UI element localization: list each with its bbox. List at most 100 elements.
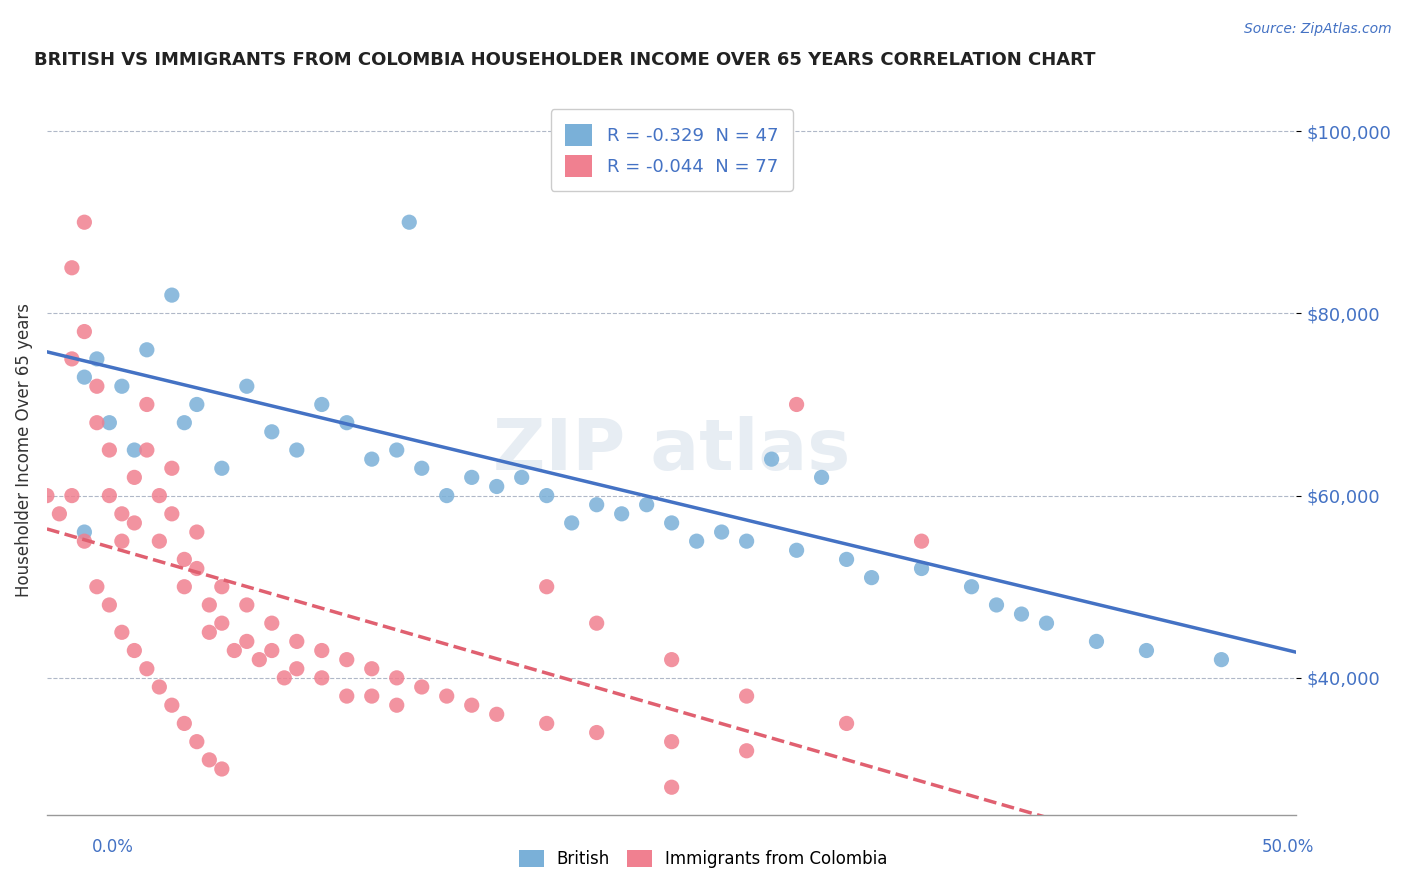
Point <box>1085 634 1108 648</box>
Point <box>86 379 108 393</box>
Point <box>336 416 359 430</box>
Point <box>198 598 221 612</box>
Point <box>986 598 1008 612</box>
Point <box>786 543 808 558</box>
Point <box>60 351 83 366</box>
Point <box>810 470 832 484</box>
Point <box>1135 643 1157 657</box>
Point <box>247 653 270 667</box>
Text: ZIP atlas: ZIP atlas <box>494 416 851 484</box>
Point <box>148 489 170 503</box>
Point <box>135 343 157 357</box>
Point <box>60 260 83 275</box>
Point <box>735 689 758 703</box>
Point <box>148 534 170 549</box>
Point <box>398 215 420 229</box>
Point <box>73 534 96 549</box>
Point <box>211 461 233 475</box>
Point <box>173 552 195 566</box>
Point <box>173 580 195 594</box>
Point <box>285 662 308 676</box>
Point <box>485 479 508 493</box>
Point <box>48 507 70 521</box>
Point <box>536 580 558 594</box>
Point <box>135 443 157 458</box>
Point <box>285 634 308 648</box>
Point <box>186 734 208 748</box>
Point <box>236 598 259 612</box>
Point <box>860 571 883 585</box>
Point <box>124 643 146 657</box>
Point <box>661 835 683 849</box>
Point <box>186 524 208 539</box>
Point <box>685 534 707 549</box>
Point <box>385 671 408 685</box>
Point <box>160 461 183 475</box>
Point <box>35 489 58 503</box>
Point <box>735 744 758 758</box>
Point <box>111 379 134 393</box>
Point <box>436 489 458 503</box>
Point <box>411 461 433 475</box>
Point <box>160 507 183 521</box>
Point <box>1011 607 1033 621</box>
Point <box>124 470 146 484</box>
Point <box>160 698 183 713</box>
Point <box>710 524 733 539</box>
Point <box>98 416 121 430</box>
Point <box>111 507 134 521</box>
Point <box>73 325 96 339</box>
Point <box>73 215 96 229</box>
Point <box>761 452 783 467</box>
Point <box>111 534 134 549</box>
Point <box>835 716 858 731</box>
Point <box>60 489 83 503</box>
Point <box>910 534 932 549</box>
Point <box>198 753 221 767</box>
Point <box>211 616 233 631</box>
Point <box>735 534 758 549</box>
Point <box>636 498 658 512</box>
Point <box>960 580 983 594</box>
Point <box>610 507 633 521</box>
Point <box>124 516 146 530</box>
Point <box>236 379 259 393</box>
Point <box>910 561 932 575</box>
Point <box>311 397 333 411</box>
Point <box>73 370 96 384</box>
Point <box>211 762 233 776</box>
Point <box>211 580 233 594</box>
Point <box>1035 616 1057 631</box>
Point <box>98 598 121 612</box>
Point <box>661 653 683 667</box>
Point <box>360 662 382 676</box>
Point <box>585 616 607 631</box>
Point <box>285 443 308 458</box>
Point <box>336 689 359 703</box>
Point <box>186 397 208 411</box>
Legend: British, Immigrants from Colombia: British, Immigrants from Colombia <box>512 843 894 875</box>
Point <box>835 552 858 566</box>
Point <box>173 416 195 430</box>
Point <box>385 698 408 713</box>
Point <box>198 625 221 640</box>
Point <box>411 680 433 694</box>
Point <box>786 397 808 411</box>
Point <box>585 725 607 739</box>
Point <box>260 616 283 631</box>
Point <box>135 662 157 676</box>
Point <box>1211 653 1233 667</box>
Point <box>461 470 484 484</box>
Text: 50.0%: 50.0% <box>1263 838 1315 855</box>
Point <box>661 516 683 530</box>
Point <box>311 643 333 657</box>
Point <box>536 489 558 503</box>
Point <box>385 443 408 458</box>
Text: BRITISH VS IMMIGRANTS FROM COLOMBIA HOUSEHOLDER INCOME OVER 65 YEARS CORRELATION: BRITISH VS IMMIGRANTS FROM COLOMBIA HOUS… <box>34 51 1095 69</box>
Point <box>436 689 458 703</box>
Point <box>148 680 170 694</box>
Text: Source: ZipAtlas.com: Source: ZipAtlas.com <box>1244 22 1392 37</box>
Y-axis label: Householder Income Over 65 years: Householder Income Over 65 years <box>15 303 32 597</box>
Point <box>135 397 157 411</box>
Point <box>510 470 533 484</box>
